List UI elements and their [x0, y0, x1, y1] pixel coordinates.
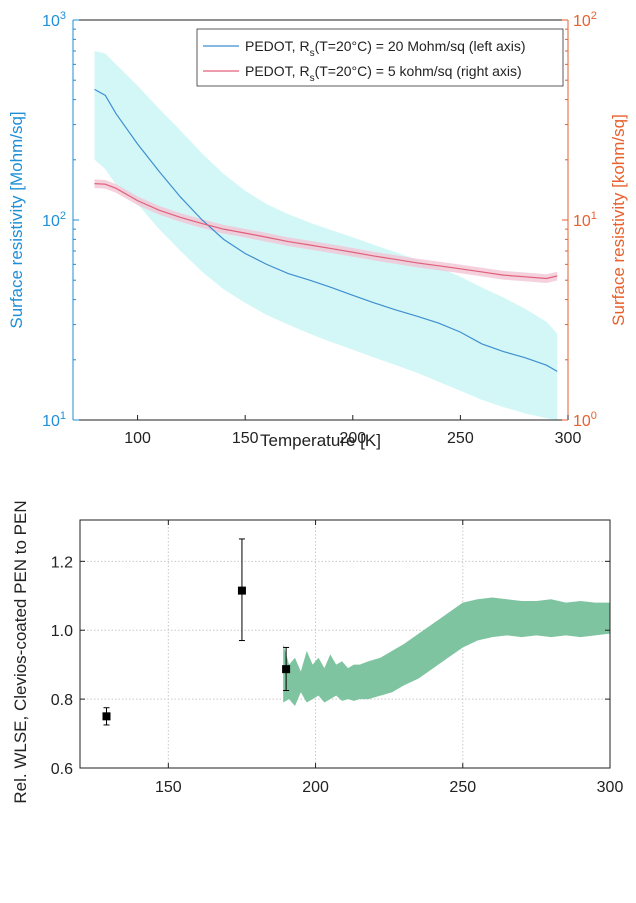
point-marker — [102, 712, 111, 721]
x-tick-label-1: 150 — [232, 430, 259, 447]
x-tick-label-1: 300 — [555, 430, 582, 447]
resistivity-chart: 100 150 200 250 300 101 102 103 100 101 102 Tempera… — [7, 10, 628, 450]
y-tick-label-2: 0.8 — [51, 692, 73, 709]
axes-frame-2 — [79, 519, 611, 769]
plot-area-1 — [73, 20, 568, 420]
data-point-3 — [282, 646, 291, 691]
legend-entry-2: PEDOT, Rs(T=20°C) = 5 kohm/sq (right axi… — [245, 63, 522, 84]
x-tick-label-2: 300 — [597, 779, 624, 796]
left-y-tick-label: 101 — [42, 410, 66, 430]
x-axis-label-1: Temperature [K] — [260, 431, 381, 450]
y-tick-label-2: 1.2 — [51, 554, 73, 571]
x-tick-label-2: 150 — [155, 779, 182, 796]
data-point-1 — [102, 707, 111, 726]
x-tick-label-1: 250 — [447, 430, 474, 447]
left-y-tick-label: 103 — [42, 10, 66, 30]
legend-1: PEDOT, Rs(T=20°C) = 20 Mohm/sq (left axi… — [196, 28, 564, 87]
data-point-2 — [237, 538, 246, 642]
red-series-line — [94, 183, 558, 280]
right-y-tick-label: 102 — [573, 10, 597, 30]
left-y-axis-label: Surface resistivity [Mohm/sq] — [7, 111, 26, 328]
right-y-axis-label: Surface resistivity [kohm/sq] — [609, 114, 628, 326]
blue-uncertainty-band — [94, 50, 558, 420]
plot-background-2 — [80, 520, 610, 768]
right-y-tick-label: 101 — [573, 210, 597, 230]
x-tick-label-2: 200 — [302, 779, 329, 796]
y-axis-label-2: Rel. WLSE, Clevios-coated PEN to PEN — [11, 500, 30, 803]
x-tick-label-2: 250 — [449, 779, 476, 796]
point-marker — [237, 586, 246, 595]
legend-box-1 — [196, 28, 564, 87]
x-tick-label-1: 200 — [339, 430, 366, 447]
y-tick-label-2: 1.0 — [51, 623, 73, 640]
red-uncertainty-band — [94, 179, 558, 283]
y-tick-label-2: 0.6 — [51, 761, 73, 778]
left-y-tick-label: 102 — [42, 210, 66, 230]
point-marker — [282, 665, 291, 674]
right-y-tick-label: 100 — [573, 410, 597, 430]
uncertainty-band-2 — [283, 597, 610, 706]
legend-entry-1: PEDOT, Rs(T=20°C) = 20 Mohm/sq (left axi… — [245, 38, 526, 59]
x-tick-label-1: 100 — [124, 430, 151, 447]
blue-series-line — [94, 88, 558, 372]
